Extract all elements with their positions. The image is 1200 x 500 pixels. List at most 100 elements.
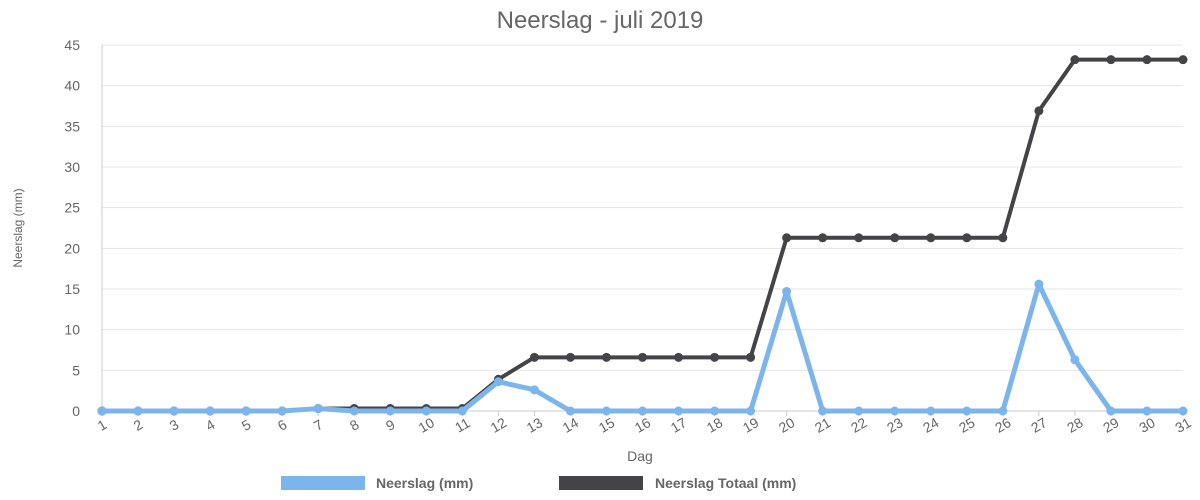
data-point[interactable] [854,406,864,416]
chart-title: Neerslag - juli 2019 [497,7,704,34]
data-point[interactable] [529,385,539,395]
x-tick-label: 20 [776,414,798,436]
data-point[interactable] [638,352,647,362]
x-tick-label: 12 [488,414,510,436]
data-point[interactable] [1034,106,1044,116]
data-point[interactable] [926,406,936,416]
x-tick-label: 19 [740,414,762,436]
data-point[interactable] [1142,406,1152,416]
x-tick-label: 27 [1028,414,1050,436]
grid-lines [102,44,1183,371]
y-axis-label: Neerslag (mm) [11,188,25,267]
data-point[interactable] [1070,355,1080,365]
data-point[interactable] [241,406,251,416]
x-axis-label: Dag [627,448,653,464]
data-point[interactable] [710,352,720,362]
data-point[interactable] [674,406,684,416]
data-point[interactable] [782,286,792,296]
y-tick-label: 5 [72,362,80,378]
data-point[interactable] [529,352,539,362]
y-axis-ticks: 0 5 10 15 20 25 30 35 40 45 [64,37,80,419]
data-point[interactable] [565,352,575,362]
data-point[interactable] [97,406,107,416]
data-point[interactable] [962,406,972,416]
data-point[interactable] [169,406,179,416]
x-tick-label: 28 [1064,414,1086,436]
series-0 [97,279,1188,416]
series-line-0 [102,281,1183,414]
x-tick-label: 31 [1172,414,1194,436]
x-tick-label: 18 [704,414,726,436]
legend: Neerslag (mm) Neerslag Totaal (mm) [281,475,796,491]
x-tick-label: 25 [956,414,978,436]
series-1 [97,55,1188,416]
y-tick-label: 25 [64,200,80,216]
data-point[interactable] [1142,55,1152,65]
x-tick-label: 11 [452,414,473,435]
data-point[interactable] [133,406,143,416]
x-tick-label: 13 [524,414,546,436]
x-tick-label: 30 [1136,414,1158,436]
data-point[interactable] [746,406,756,416]
x-tick-label: 3 [167,416,182,434]
x-tick-label: 14 [560,414,582,436]
data-point[interactable] [313,404,323,414]
data-point[interactable] [890,406,900,416]
y-tick-label: 30 [64,159,80,175]
data-point[interactable] [674,352,684,362]
data-point[interactable] [1034,279,1044,289]
x-tick-label: 26 [992,414,1014,436]
legend-item-0[interactable]: Neerslag (mm) [281,475,473,491]
x-tick-label: 8 [347,416,362,434]
x-tick-label: 22 [848,414,870,436]
x-tick-label: 16 [632,414,654,436]
x-tick-label: 24 [920,414,942,436]
data-point[interactable] [205,406,215,416]
x-tick-label: 23 [884,414,906,436]
data-point[interactable] [1106,406,1116,416]
data-point[interactable] [601,352,611,362]
data-point[interactable] [1178,55,1188,65]
x-tick-label: 5 [239,416,254,434]
legend-label: Neerslag (mm) [376,475,473,491]
x-tick-label: 6 [275,416,290,434]
data-point[interactable] [818,406,828,416]
y-tick-label: 15 [64,281,80,297]
legend-label: Neerslag Totaal (mm) [655,475,796,491]
x-tick-label: 9 [383,416,398,434]
data-point[interactable] [1106,55,1116,65]
legend-swatch [281,476,365,490]
y-tick-label: 45 [64,37,80,53]
x-tick-label: 1 [95,416,110,434]
data-point[interactable] [782,233,792,243]
data-point[interactable] [349,406,359,416]
data-point[interactable] [457,406,467,416]
data-point[interactable] [277,406,287,416]
x-tick-label: 15 [596,414,618,436]
data-point[interactable] [638,406,647,416]
data-point[interactable] [710,406,720,416]
data-point[interactable] [746,352,756,362]
data-point[interactable] [565,406,575,416]
y-tick-label: 10 [64,322,80,338]
data-point[interactable] [998,406,1008,416]
data-point[interactable] [890,233,900,243]
data-point[interactable] [998,233,1008,243]
x-tick-label: 21 [812,414,834,436]
y-tick-label: 35 [64,118,80,134]
legend-item-1[interactable]: Neerslag Totaal (mm) [559,475,796,491]
y-tick-label: 20 [64,240,80,256]
data-point[interactable] [1178,406,1188,416]
data-point[interactable] [1070,55,1080,65]
data-point[interactable] [962,233,972,243]
data-point[interactable] [601,406,611,416]
data-point[interactable] [385,406,395,416]
data-point[interactable] [493,377,503,387]
x-tick-label: 2 [131,416,146,434]
data-point[interactable] [926,233,936,243]
x-tick-label: 7 [311,416,326,434]
x-tick-label: 4 [203,416,218,434]
data-point[interactable] [421,406,431,416]
data-point[interactable] [854,233,864,243]
data-point[interactable] [818,233,828,243]
